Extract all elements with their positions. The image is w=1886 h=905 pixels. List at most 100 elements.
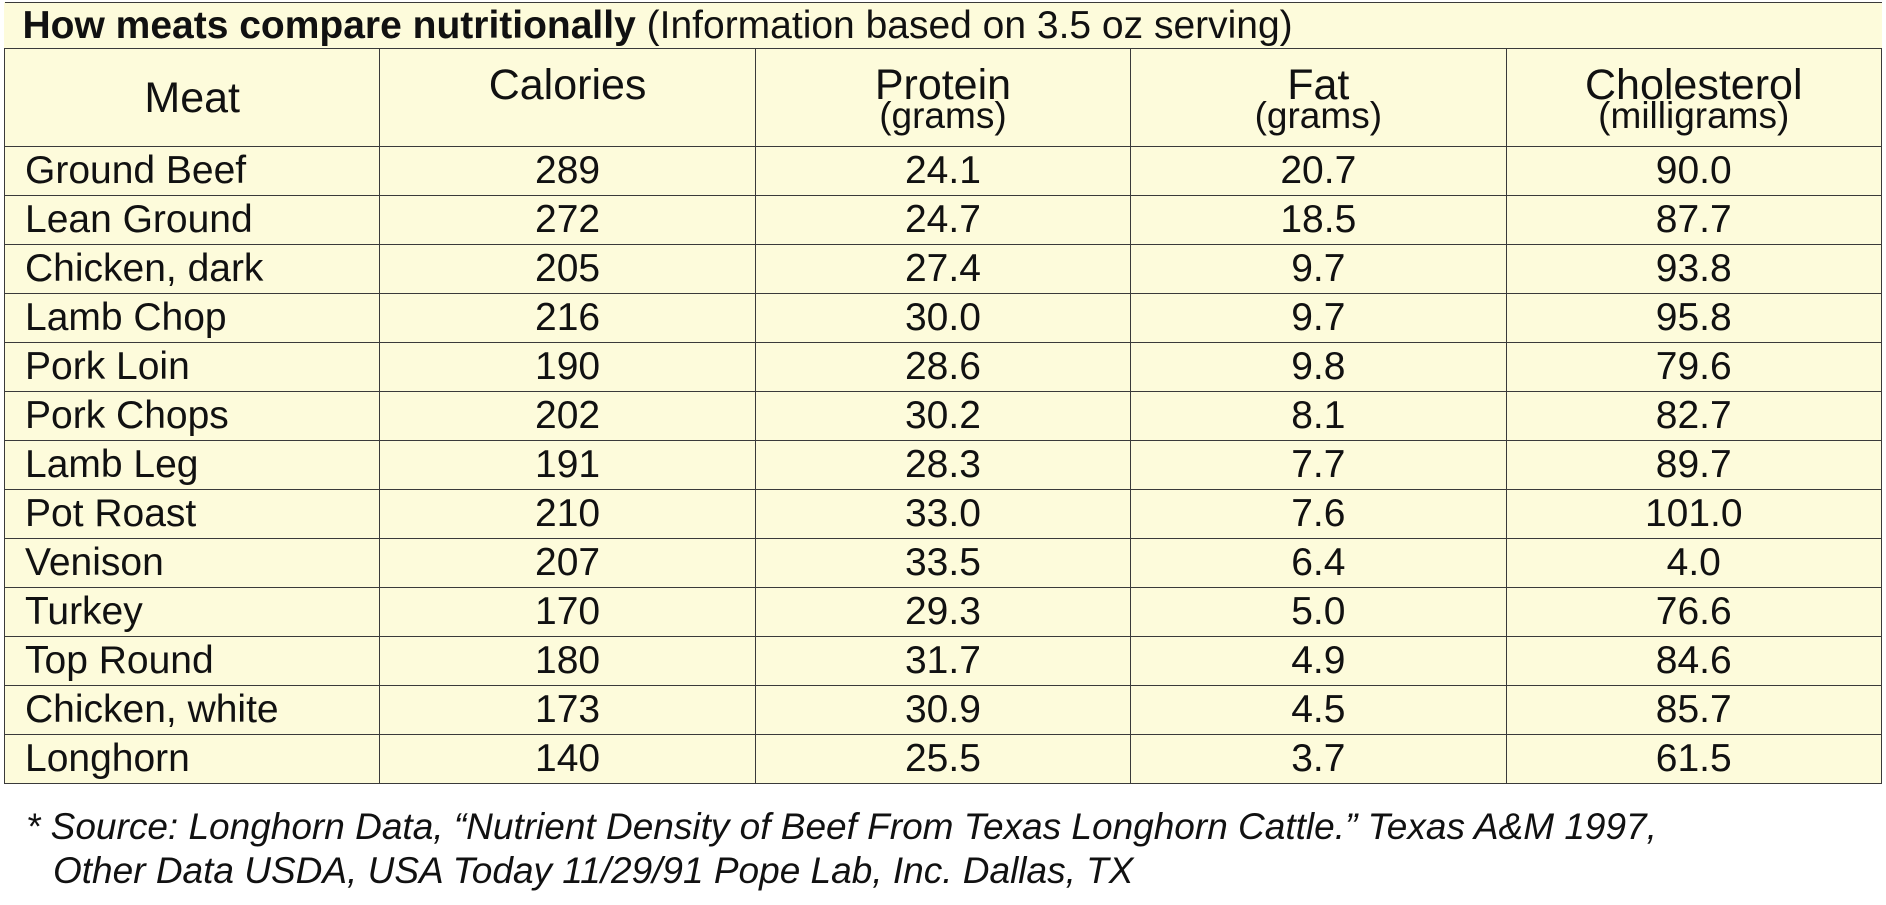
fat-cell: 20.7 (1130, 146, 1507, 196)
meat-name-cell: Lean Ground (3, 195, 381, 245)
meat-name-cell: Top Round (3, 636, 381, 686)
calories-cell: 216 (379, 293, 756, 343)
cholesterol-cell: 101.0 (1505, 489, 1882, 539)
cholesterol-cell: 87.7 (1505, 195, 1882, 245)
table-row: Lamb Leg 191 28.3 7.7 89.7 (3, 440, 1882, 490)
table-row: Turkey 170 29.3 5.0 76.6 (3, 587, 1882, 637)
column-header-label: Protein (874, 61, 1012, 109)
table-row: Lamb Chop 216 30.0 9.7 95.8 (3, 293, 1882, 343)
column-header-fat: Fat (grams) (1130, 48, 1507, 147)
fat-cell: 9.7 (1130, 244, 1507, 294)
table-subtitle: (Information based on 3.5 oz serving) (646, 4, 1293, 47)
footnote-line: Other Data USDA, USA Today 11/29/91 Pope… (53, 850, 1134, 891)
fat-cell: 9.7 (1130, 293, 1507, 343)
protein-cell: 33.0 (754, 489, 1132, 539)
cholesterol-cell: 89.7 (1505, 440, 1882, 490)
protein-cell: 24.7 (754, 195, 1132, 245)
table-row: Venison 207 33.5 6.4 4.0 (3, 538, 1882, 588)
protein-cell: 30.0 (754, 293, 1132, 343)
protein-cell: 28.3 (754, 440, 1132, 490)
column-header-calories: Calories (379, 48, 756, 147)
protein-cell: 28.6 (754, 342, 1132, 392)
column-header-unit: (milligrams) (1598, 95, 1790, 136)
column-header-protein: Protein (grams) (754, 48, 1132, 147)
calories-cell: 210 (379, 489, 756, 539)
protein-cell: 30.9 (754, 685, 1132, 735)
cholesterol-cell: 79.6 (1505, 342, 1882, 392)
table-row: Top Round 180 31.7 4.9 84.6 (3, 636, 1882, 686)
cholesterol-cell: 4.0 (1505, 538, 1882, 588)
meat-name-cell: Pork Chops (3, 391, 381, 441)
column-header-label: Cholesterol (1585, 61, 1803, 109)
meat-name-cell: Lamb Leg (3, 440, 381, 490)
protein-cell: 31.7 (754, 636, 1132, 686)
column-header-meat: Meat (3, 48, 381, 147)
meat-name-cell: Pot Roast (3, 489, 381, 539)
protein-cell: 33.5 (754, 538, 1132, 588)
cholesterol-cell: 85.7 (1505, 685, 1882, 735)
footnote-line: * Source: Longhorn Data, “Nutrient Densi… (26, 806, 1657, 847)
calories-cell: 170 (379, 587, 756, 637)
meat-name-cell: Chicken, white (3, 685, 381, 735)
calories-cell: 180 (379, 636, 756, 686)
fat-cell: 4.5 (1130, 685, 1507, 735)
fat-cell: 3.7 (1130, 734, 1507, 784)
table-row: Chicken, dark 205 27.4 9.7 93.8 (3, 244, 1882, 294)
fat-cell: 9.8 (1130, 342, 1507, 392)
calories-cell: 205 (379, 244, 756, 294)
cholesterol-cell: 95.8 (1505, 293, 1882, 343)
fat-cell: 7.6 (1130, 489, 1507, 539)
protein-cell: 29.3 (754, 587, 1132, 637)
cholesterol-cell: 84.6 (1505, 636, 1882, 686)
cholesterol-cell: 82.7 (1505, 391, 1882, 441)
table-title: How meats compare nutritionally (22, 4, 636, 47)
calories-cell: 272 (379, 195, 756, 245)
column-header-cholesterol: Cholesterol (milligrams) (1505, 48, 1882, 147)
calories-cell: 173 (379, 685, 756, 735)
table-row: Chicken, white 173 30.9 4.5 85.7 (3, 685, 1882, 735)
calories-cell: 289 (379, 146, 756, 196)
meat-name-cell: Venison (3, 538, 381, 588)
column-header-unit: (grams) (1254, 95, 1383, 136)
title-row: How meats compare nutritionally (Informa… (4, 2, 1882, 49)
cholesterol-cell: 93.8 (1505, 244, 1882, 294)
meat-name-cell: Ground Beef (3, 146, 381, 196)
fat-cell: 5.0 (1130, 587, 1507, 637)
meat-name-cell: Lamb Chop (3, 293, 381, 343)
table-row: Longhorn 140 25.5 3.7 61.5 (3, 734, 1882, 784)
table-row: Lean Ground 272 24.7 18.5 87.7 (3, 195, 1882, 245)
table-row: Ground Beef 289 24.1 20.7 90.0 (3, 146, 1882, 196)
cholesterol-cell: 76.6 (1505, 587, 1882, 637)
fat-cell: 6.4 (1130, 538, 1507, 588)
calories-cell: 191 (379, 440, 756, 490)
fat-cell: 4.9 (1130, 636, 1507, 686)
meat-name-cell: Turkey (3, 587, 381, 637)
cholesterol-cell: 61.5 (1505, 734, 1882, 784)
nutrition-table: How meats compare nutritionally (Informa… (3, 2, 1882, 784)
column-header-unit: (grams) (879, 95, 1007, 136)
protein-cell: 27.4 (754, 244, 1132, 294)
calories-cell: 207 (379, 538, 756, 588)
meat-name-cell: Pork Loin (3, 342, 381, 392)
calories-cell: 190 (379, 342, 756, 392)
meat-name-cell: Chicken, dark (3, 244, 381, 294)
table-row: Pork Loin 190 28.6 9.8 79.6 (3, 342, 1882, 392)
column-header-label: Calories (488, 61, 647, 109)
column-header-label: Meat (144, 73, 240, 122)
calories-cell: 202 (379, 391, 756, 441)
table-row: Pot Roast 210 33.0 7.6 101.0 (3, 489, 1882, 539)
table-body: Ground Beef 289 24.1 20.7 90.0 Lean Ground 272… (3, 146, 1882, 784)
fat-cell: 8.1 (1130, 391, 1507, 441)
fat-cell: 7.7 (1130, 440, 1507, 490)
meat-name-cell: Longhorn (3, 734, 381, 784)
column-header-row: Meat Calories Protein (grams) Fat (grams… (3, 48, 1882, 147)
calories-cell: 140 (379, 734, 756, 784)
table-row: Pork Chops 202 30.2 8.1 82.7 (3, 391, 1882, 441)
protein-cell: 25.5 (754, 734, 1132, 784)
protein-cell: 30.2 (754, 391, 1132, 441)
fat-cell: 18.5 (1130, 195, 1507, 245)
cholesterol-cell: 90.0 (1505, 146, 1882, 196)
source-footnote: * Source: Longhorn Data, “Nutrient Densi… (26, 805, 1876, 893)
table-title-cell: How meats compare nutritionally (Informa… (4, 2, 1882, 49)
protein-cell: 24.1 (754, 146, 1132, 196)
